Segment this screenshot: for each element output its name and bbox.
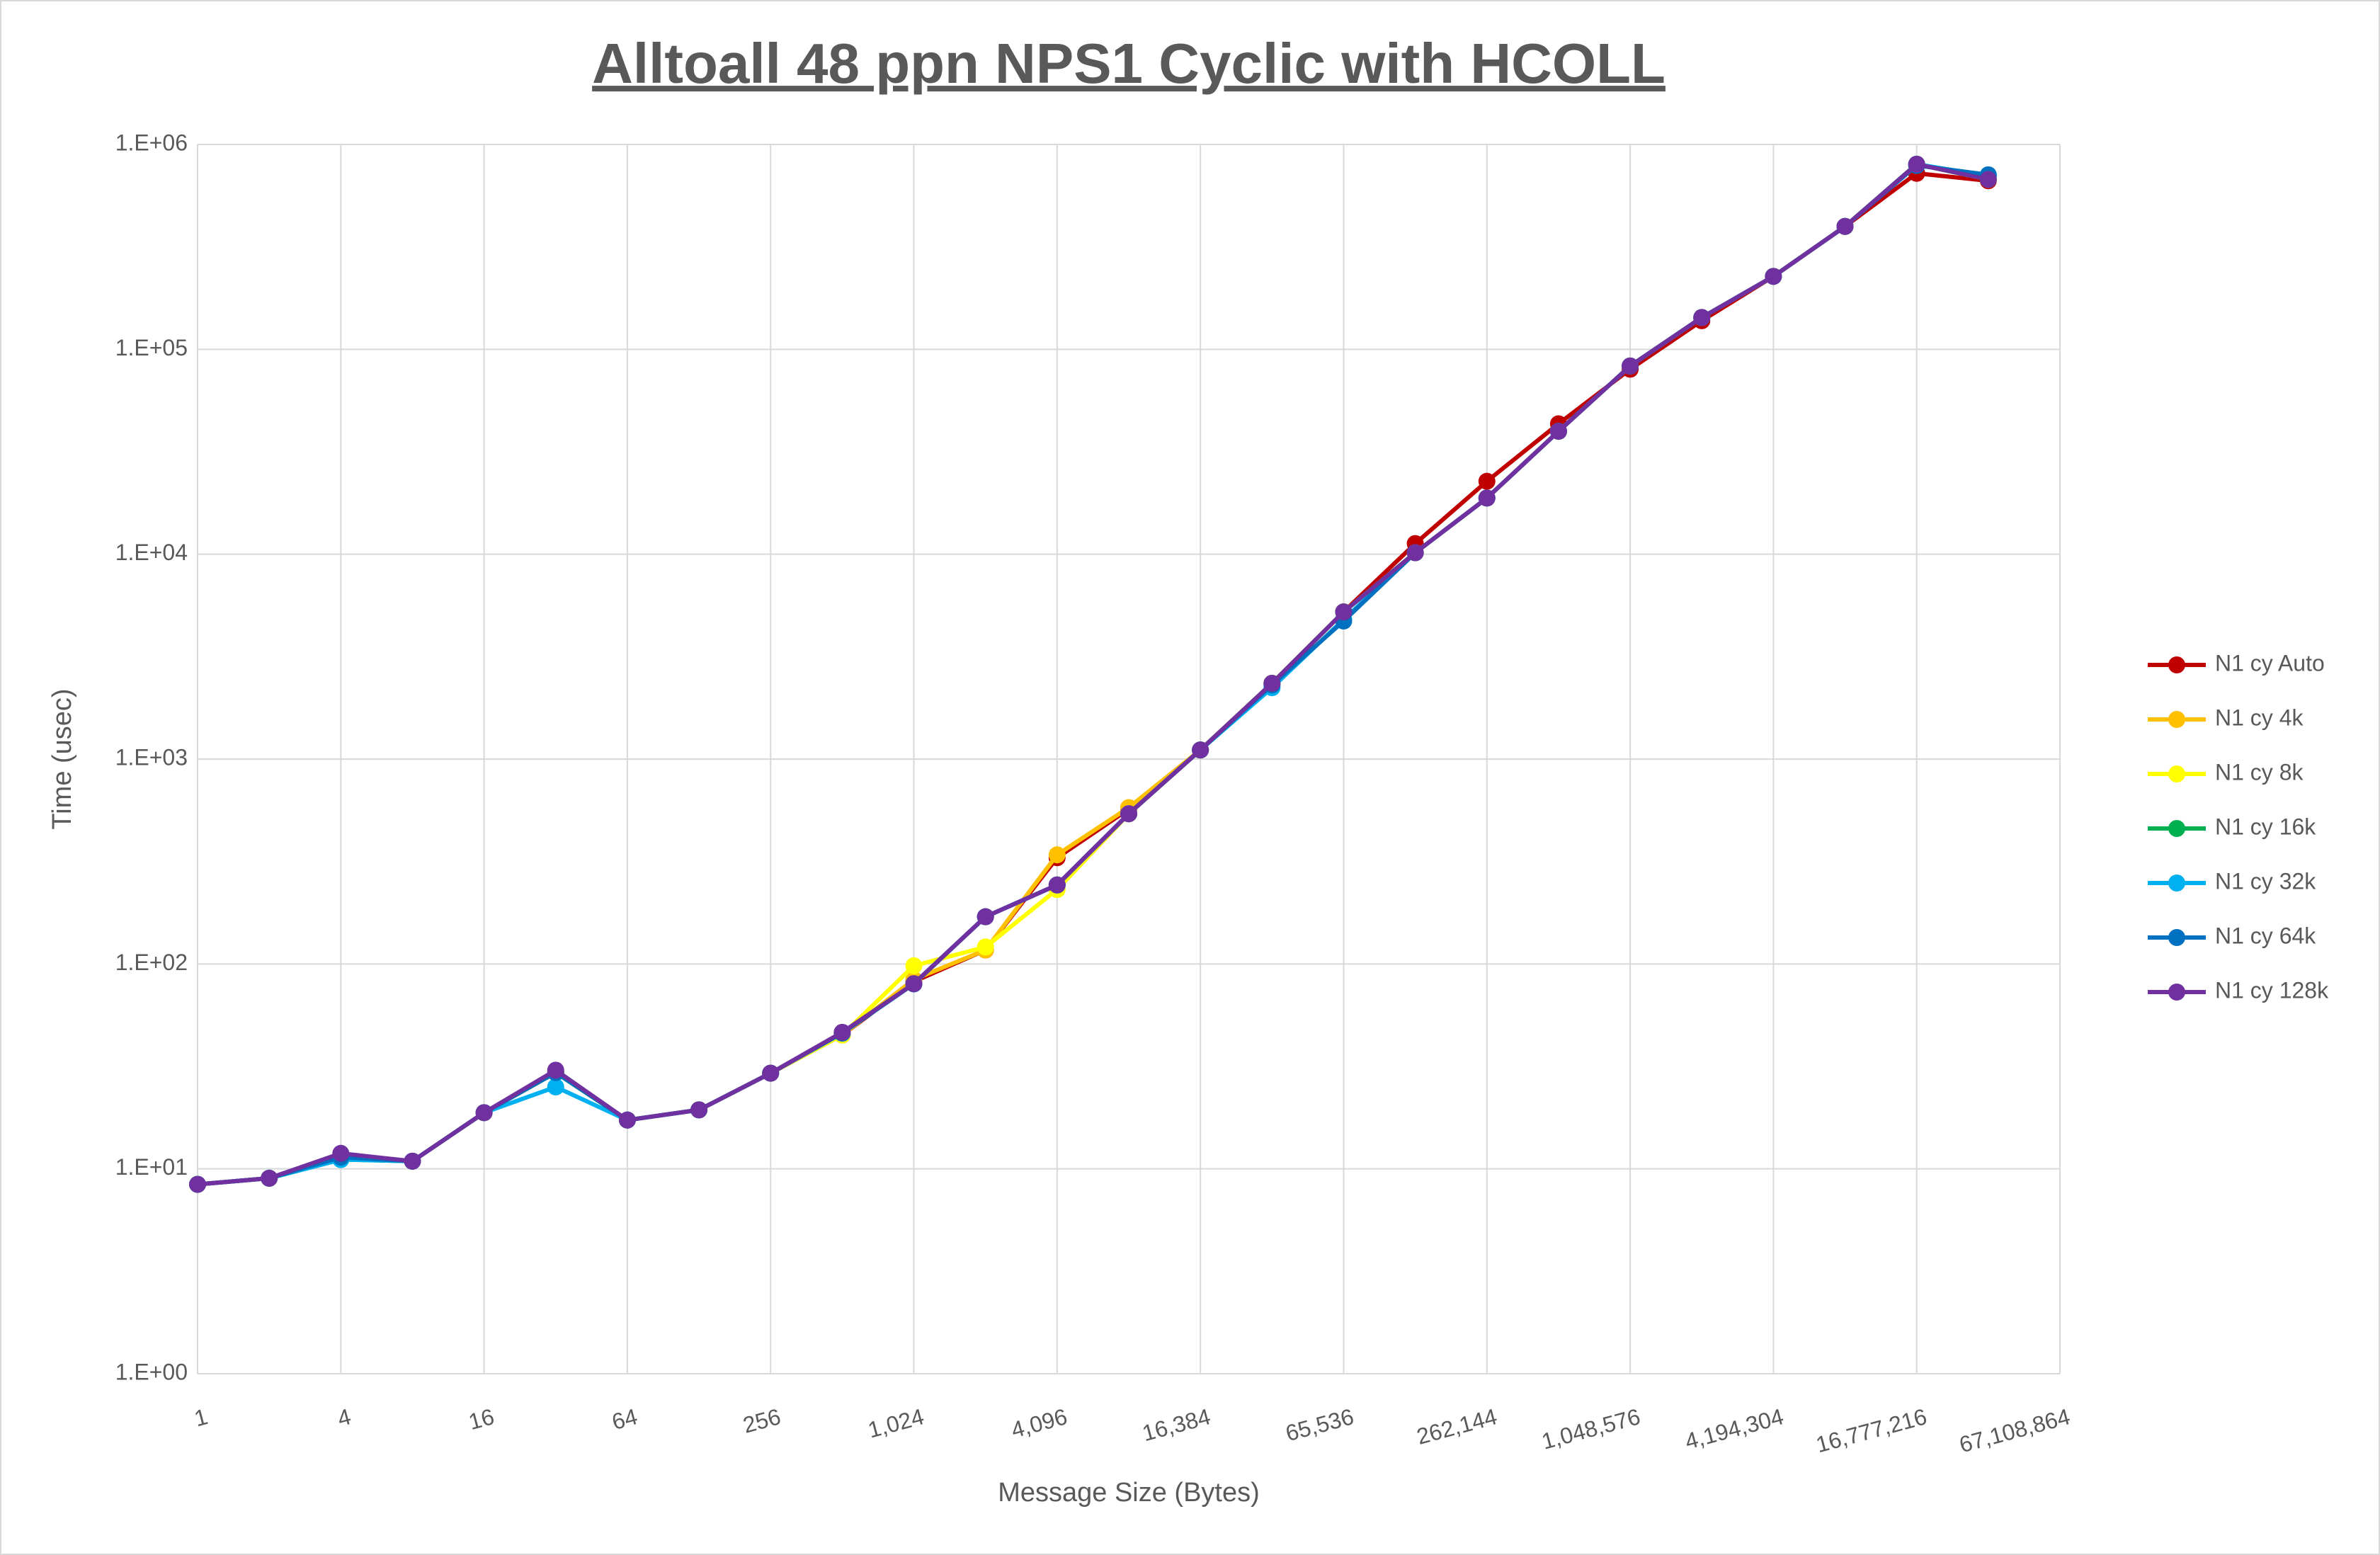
data-point xyxy=(1048,846,1066,864)
data-point xyxy=(977,908,994,925)
data-point xyxy=(905,975,923,993)
data-point xyxy=(833,1023,851,1041)
legend-marker xyxy=(2168,656,2185,673)
y-tick-label: 1.E+04 xyxy=(115,540,188,565)
legend-label: N1 cy 128k xyxy=(2215,977,2329,1003)
legend-marker xyxy=(2168,875,2185,892)
legend-label: N1 cy 4k xyxy=(2215,705,2304,730)
y-tick-label: 1.E+00 xyxy=(115,1359,188,1384)
y-tick-label: 1.E+05 xyxy=(115,335,188,360)
data-point xyxy=(1478,472,1496,490)
data-point xyxy=(762,1064,780,1082)
legend-label: N1 cy 8k xyxy=(2215,759,2304,785)
data-point xyxy=(261,1169,278,1187)
data-point xyxy=(475,1104,493,1122)
data-point xyxy=(1406,544,1424,562)
data-point xyxy=(1192,741,1209,759)
data-point xyxy=(1908,155,1925,173)
chart-title: Alltoall 48 ppn NPS1 Cyclic with HCOLL xyxy=(592,32,1666,95)
series-line xyxy=(197,161,1989,1187)
data-point xyxy=(547,1061,564,1079)
data-point xyxy=(1765,268,1782,285)
data-point xyxy=(1263,674,1281,692)
data-point xyxy=(1335,603,1353,621)
data-point xyxy=(618,1111,636,1129)
legend-marker xyxy=(2168,929,2185,946)
y-axis-label: Time (usec) xyxy=(47,688,77,829)
data-point xyxy=(332,1144,350,1162)
legend-label: N1 cy 32k xyxy=(2215,868,2316,894)
legend-marker xyxy=(2168,820,2185,837)
legend-marker xyxy=(2168,711,2185,728)
data-point xyxy=(690,1101,708,1119)
data-point xyxy=(1478,489,1496,507)
data-point xyxy=(404,1152,421,1170)
legend-marker xyxy=(2168,984,2185,1001)
y-tick-label: 1.E+01 xyxy=(115,1154,188,1180)
legend-label: N1 cy 64k xyxy=(2215,923,2316,948)
data-point xyxy=(547,1078,564,1096)
y-tick-label: 1.E+02 xyxy=(115,950,188,975)
data-point xyxy=(905,957,923,974)
data-point xyxy=(1048,876,1066,894)
legend-label: N1 cy Auto xyxy=(2215,650,2325,676)
legend-label: N1 cy 16k xyxy=(2215,814,2316,839)
data-point xyxy=(1549,423,1567,440)
y-tick-label: 1.E+06 xyxy=(115,130,188,155)
data-point xyxy=(1622,357,1639,375)
data-point xyxy=(189,1175,206,1193)
data-point xyxy=(1979,171,1997,188)
data-point xyxy=(1120,805,1137,823)
data-point xyxy=(977,938,994,956)
data-point xyxy=(1693,309,1711,326)
legend-marker xyxy=(2168,765,2185,782)
x-axis-label: Message Size (Bytes) xyxy=(998,1478,1260,1508)
data-point xyxy=(1836,217,1854,235)
y-tick-label: 1.E+03 xyxy=(115,744,188,770)
